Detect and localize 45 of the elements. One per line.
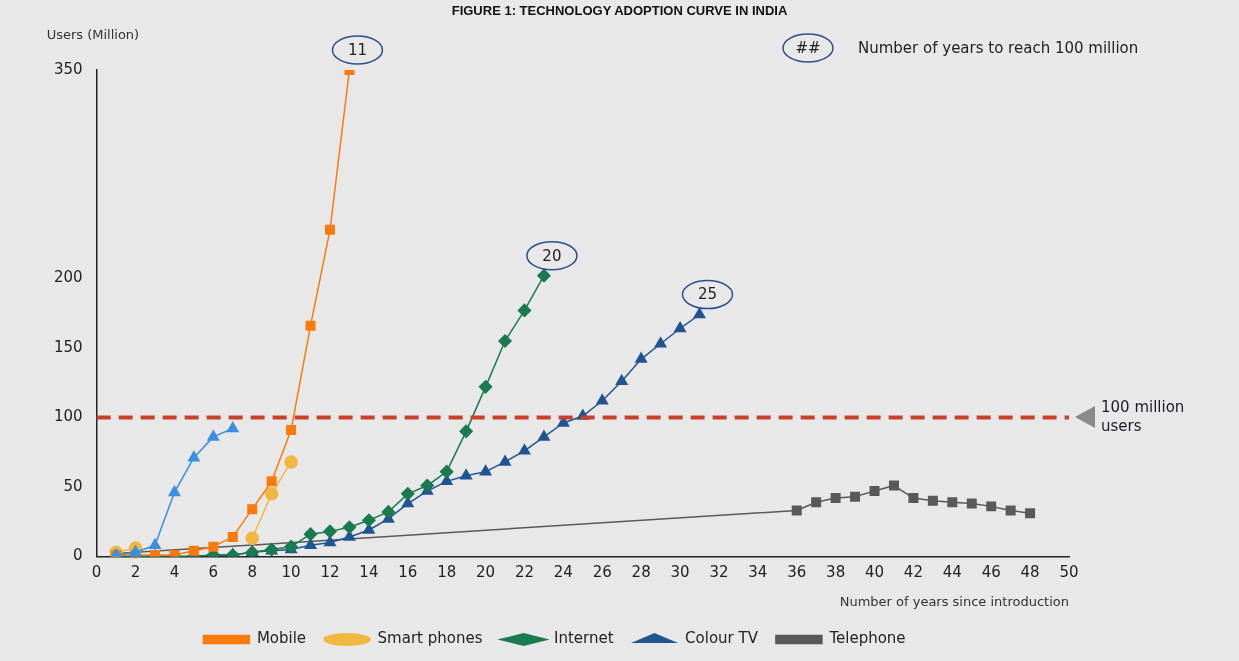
x-tick-label: 4 — [169, 563, 180, 582]
x-tick-label: 8 — [247, 563, 257, 582]
annotation: 11 — [347, 40, 367, 59]
x-tick-label: 42 — [903, 563, 923, 582]
x-tick-label: 30 — [670, 563, 690, 582]
y-tick-label: 100 — [53, 407, 83, 426]
x-tick-label: 38 — [826, 563, 846, 582]
chart-title: FIGURE 1: TECHNOLOGY ADOPTION CURVE IN INDIA — [450, 3, 789, 18]
x-tick-label: 28 — [631, 563, 651, 582]
x-tick-label: 50 — [1059, 563, 1079, 582]
y-tick-label: 50 — [63, 476, 83, 495]
y-tick-label: 0 — [73, 546, 83, 565]
y-tick-label: 350 — [53, 59, 83, 78]
x-tick-label: 0 — [91, 563, 102, 582]
text: ## Number of years to reach 100 million — [795, 38, 1139, 57]
x-tick-label: 10 — [281, 563, 301, 582]
x-tick-label: 24 — [553, 563, 573, 582]
y-tick-label: 200 — [53, 268, 83, 287]
x-tick-label: 6 — [208, 563, 219, 582]
ref-line-label: 100 million users — [1101, 398, 1185, 436]
legend-label: Internet — [554, 629, 614, 648]
x-tick-label: 48 — [1020, 563, 1040, 582]
legend-label: Telephone — [828, 629, 906, 648]
x-tick-label: 36 — [787, 563, 807, 582]
x-tick-label: 20 — [476, 563, 496, 582]
x-tick-label: 44 — [942, 563, 962, 582]
x-tick-label: 14 — [359, 563, 379, 582]
legend-label: Smart phones — [377, 629, 483, 648]
x-tick-label: 46 — [981, 563, 1001, 582]
x-tick-label: 2 — [130, 563, 141, 582]
x-tick-label: 34 — [748, 563, 768, 582]
x-tick-label: 32 — [709, 563, 729, 582]
y-tick-label: 150 — [53, 337, 83, 356]
x-tick-label: 18 — [437, 563, 457, 582]
x-axis-title: Number of years since introduction — [839, 593, 1069, 609]
x-tick-label: 16 — [398, 563, 418, 582]
legend-label: Colour TV — [685, 629, 759, 648]
annotation: 20 — [542, 246, 562, 265]
x-tick-label: 40 — [864, 563, 885, 582]
legend-label: Mobile — [256, 629, 307, 648]
x-tick-label: 12 — [320, 563, 340, 582]
x-tick-label: 22 — [514, 563, 535, 582]
annotation: 25 — [697, 285, 718, 304]
y-axis-title: Users (Million) — [46, 26, 140, 42]
x-tick-label: 26 — [592, 563, 612, 582]
